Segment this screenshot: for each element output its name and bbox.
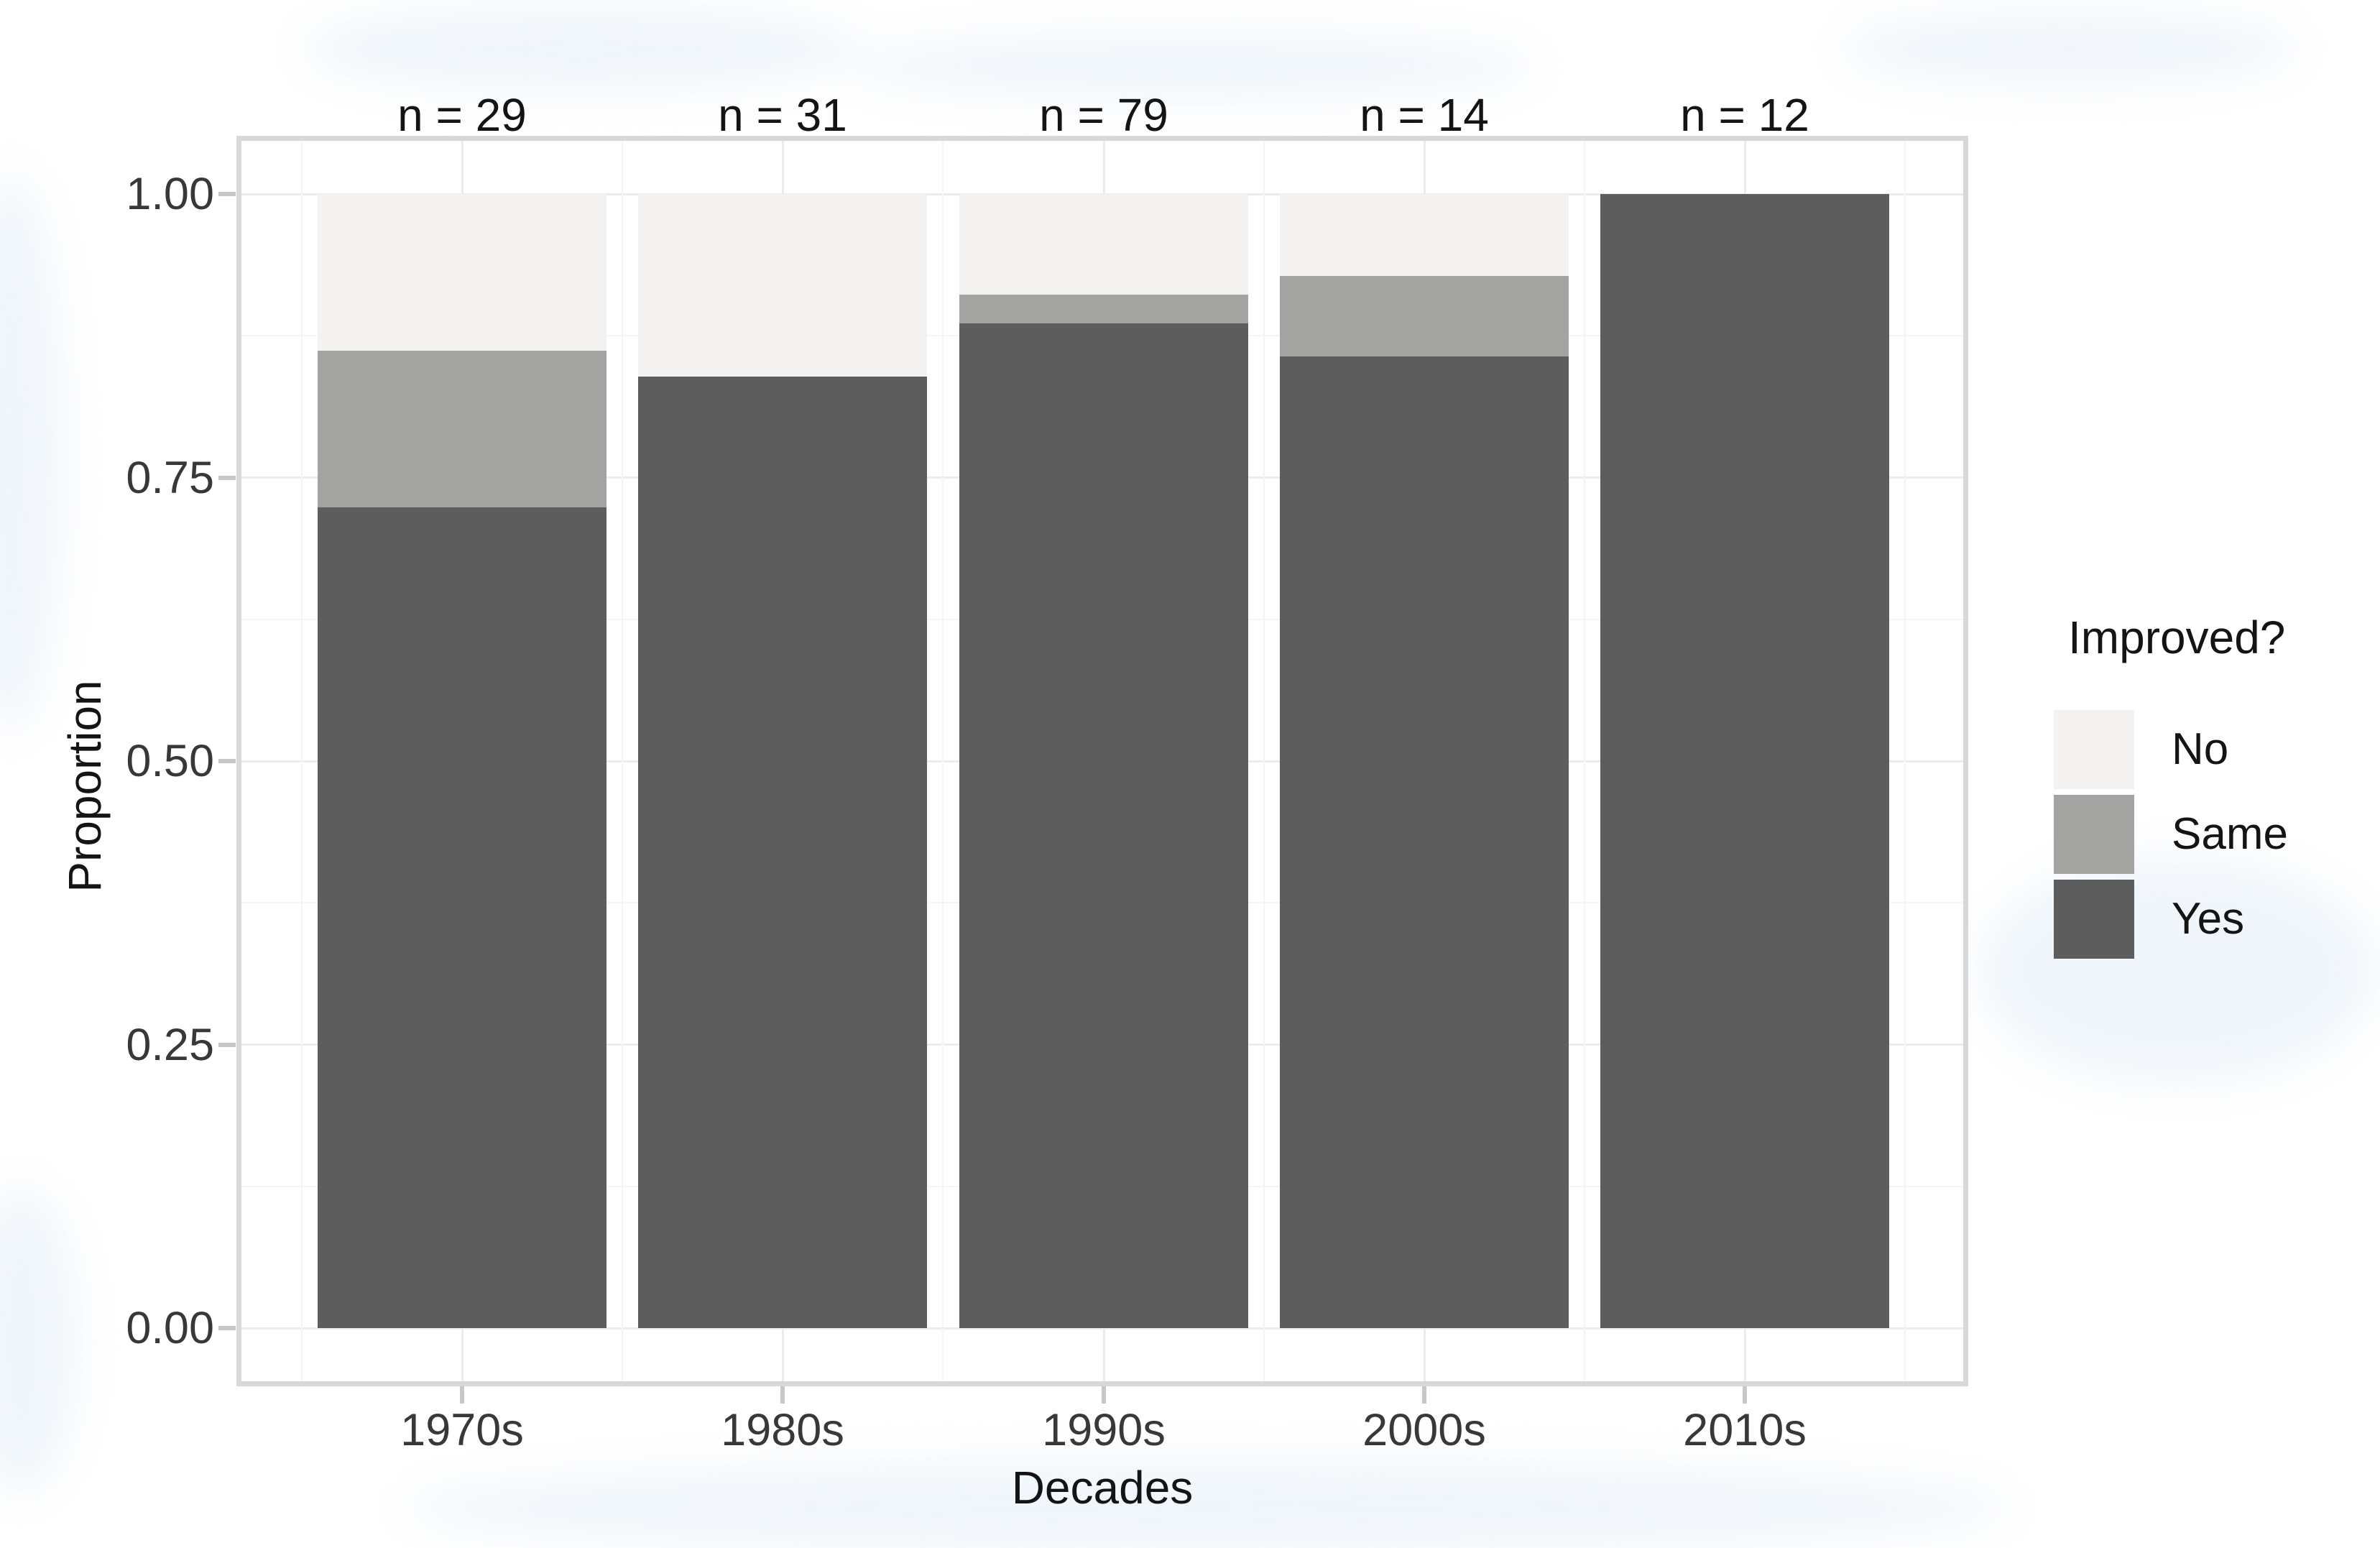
legend-swatch-no xyxy=(2054,710,2134,789)
x-tick-label: 2010s xyxy=(1683,1405,1807,1455)
x-tick-mark xyxy=(1743,1386,1747,1404)
bar-segment-yes xyxy=(959,323,1248,1328)
gridline-major-horizontal xyxy=(241,1327,1963,1330)
x-tick-label: 1980s xyxy=(721,1405,844,1455)
y-tick-label: 1.00 xyxy=(126,169,214,219)
x-tick-label: 1970s xyxy=(400,1405,524,1455)
y-tick-mark xyxy=(218,475,236,480)
bar-segment-same xyxy=(959,295,1248,323)
y-tick-mark xyxy=(218,759,236,763)
bar-segment-same xyxy=(318,350,606,507)
bar-count-label: n = 12 xyxy=(1680,89,1809,141)
gridline-minor-vertical xyxy=(622,141,623,1381)
y-tick-mark xyxy=(218,192,236,196)
legend-entry: Yes xyxy=(2054,880,2380,959)
y-tick-mark xyxy=(218,1042,236,1047)
bar-count-label: n = 14 xyxy=(1360,89,1489,141)
y-tick-label: 0.75 xyxy=(126,452,214,503)
bar-count-label: n = 79 xyxy=(1039,89,1168,141)
gridline-major-horizontal xyxy=(241,193,1963,195)
plot-panel xyxy=(236,136,1968,1386)
x-tick-mark xyxy=(780,1386,785,1404)
legend-swatch-same xyxy=(2054,795,2134,874)
x-tick-label: 2000s xyxy=(1362,1405,1486,1455)
bar-segment-no xyxy=(959,194,1248,295)
bar-segment-yes xyxy=(1280,356,1569,1328)
legend-entry: No xyxy=(2054,710,2380,789)
bar-count-label: n = 29 xyxy=(397,89,527,141)
bar-segment-yes xyxy=(318,507,606,1328)
legend-label: No xyxy=(2172,724,2229,774)
legend-swatch-yes xyxy=(2054,880,2134,959)
legend: Improved? No Same Yes xyxy=(2054,609,2380,1055)
y-tick-label: 0.25 xyxy=(126,1019,214,1070)
bar-segment-yes xyxy=(638,377,927,1328)
x-tick-label: 1990s xyxy=(1042,1405,1166,1455)
y-tick-label: 0.00 xyxy=(126,1303,214,1353)
x-axis-title: Decades xyxy=(1011,1462,1194,1514)
gridline-minor-vertical xyxy=(1584,141,1585,1381)
legend-label: Yes xyxy=(2172,894,2245,944)
bar-segment-yes xyxy=(1600,194,1889,1328)
bar-segment-no xyxy=(1280,194,1569,276)
legend-entry: Same xyxy=(2054,795,2380,874)
legend-label: Same xyxy=(2172,809,2288,859)
y-tick-mark xyxy=(218,1326,236,1330)
x-tick-mark xyxy=(1102,1386,1106,1404)
bar-segment-no xyxy=(638,194,927,377)
legend-entries: No Same Yes xyxy=(2054,710,2380,1055)
legend-title: Improved? xyxy=(2068,612,2286,663)
x-tick-mark xyxy=(1422,1386,1426,1404)
gridline-minor-vertical xyxy=(942,141,944,1381)
background-artifact xyxy=(1840,11,2300,86)
gridline-minor-vertical xyxy=(1904,141,1906,1381)
bar-segment-no xyxy=(318,194,606,351)
x-tick-mark xyxy=(460,1386,464,1404)
bar-count-label: n = 31 xyxy=(718,89,847,141)
y-tick-label: 0.50 xyxy=(126,736,214,786)
bar-segment-same xyxy=(1280,275,1569,356)
background-artifact xyxy=(302,4,862,93)
gridline-minor-vertical xyxy=(301,141,303,1381)
gridline-minor-vertical xyxy=(1263,141,1265,1381)
